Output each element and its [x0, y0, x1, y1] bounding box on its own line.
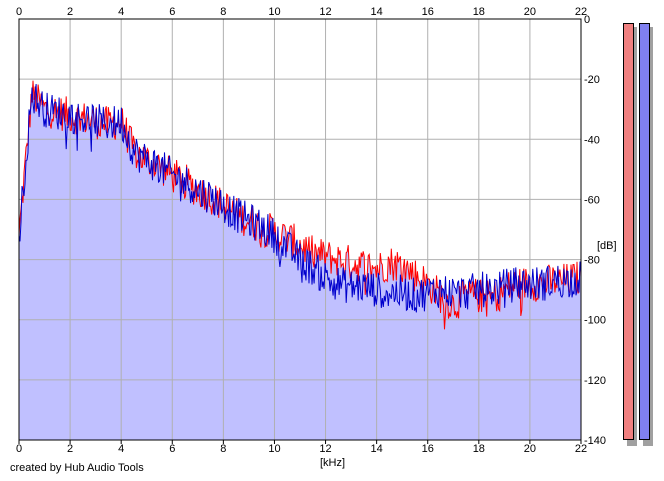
spectrum-fill-area [19, 80, 581, 440]
x-tick-label-top: 16 [422, 6, 434, 18]
x-tick-label-bottom: 8 [220, 443, 226, 455]
x-tick-label-bottom: 0 [16, 443, 22, 455]
y-tick-label: -120 [584, 375, 606, 387]
x-tick-label-bottom: 4 [118, 443, 124, 455]
y-tick-label: -60 [584, 194, 600, 206]
series-line-right [18, 83, 582, 313]
x-tick-label-bottom: 22 [575, 443, 587, 455]
x-tick-label-top: 0 [16, 6, 22, 18]
x-tick-label-bottom: 12 [319, 443, 331, 455]
y-tick-label: -40 [584, 134, 600, 146]
x-tick-label-bottom: 20 [524, 443, 536, 455]
x-tick-label-top: 2 [67, 6, 73, 18]
level-meter-right [639, 23, 650, 440]
x-tick-label-top: 6 [169, 6, 175, 18]
plot-frame [18, 18, 582, 441]
x-tick-label-bottom: 14 [371, 443, 383, 455]
y-tick-label: -140 [584, 435, 606, 447]
x-tick-label-top: 22 [575, 6, 587, 18]
x-tick-label-top: 8 [220, 6, 226, 18]
y-tick-label: -100 [584, 315, 606, 327]
x-tick-label-top: 4 [118, 6, 124, 18]
x-axis-unit-label: [kHz] [320, 457, 346, 469]
level-meter-left [623, 23, 634, 440]
x-tick-label-bottom: 16 [422, 443, 434, 455]
y-tick-label: 0 [584, 14, 590, 26]
credit-label: created by Hub Audio Tools [10, 462, 144, 474]
x-tick-label-top: 14 [371, 6, 383, 18]
x-tick-label-top: 20 [524, 6, 536, 18]
x-tick-label-top: 10 [268, 6, 280, 18]
y-tick-label: -20 [584, 74, 600, 86]
y-tick-label: -80 [584, 255, 600, 267]
x-tick-label-bottom: 10 [268, 443, 280, 455]
x-tick-label-top: 12 [319, 6, 331, 18]
y-axis-unit-label: [dB] [597, 240, 617, 252]
x-tick-label-top: 18 [473, 6, 485, 18]
x-tick-label-bottom: 2 [67, 443, 73, 455]
x-tick-label-bottom: 6 [169, 443, 175, 455]
x-tick-label-bottom: 18 [473, 443, 485, 455]
